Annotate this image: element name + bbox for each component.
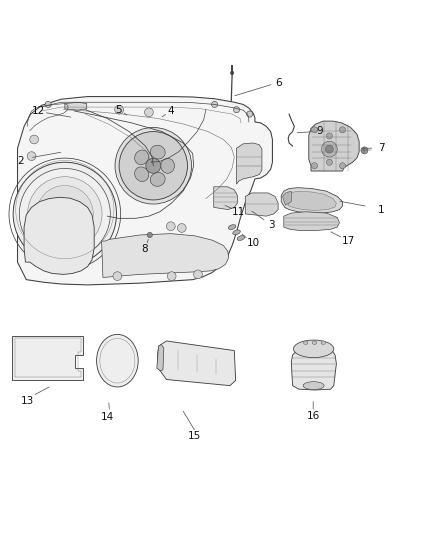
Polygon shape xyxy=(157,344,164,371)
Polygon shape xyxy=(309,121,359,171)
Circle shape xyxy=(19,168,110,260)
Circle shape xyxy=(119,132,187,200)
Circle shape xyxy=(113,272,122,280)
Text: 10: 10 xyxy=(247,238,260,248)
Circle shape xyxy=(326,133,332,139)
Polygon shape xyxy=(283,191,291,205)
Ellipse shape xyxy=(321,341,325,344)
Ellipse shape xyxy=(134,167,149,181)
Ellipse shape xyxy=(312,341,317,344)
Polygon shape xyxy=(214,187,237,209)
Text: 12: 12 xyxy=(32,106,45,116)
Text: 5: 5 xyxy=(115,104,122,115)
Ellipse shape xyxy=(233,230,240,235)
Circle shape xyxy=(146,158,161,173)
Polygon shape xyxy=(245,193,278,216)
Text: 16: 16 xyxy=(307,411,320,421)
Ellipse shape xyxy=(150,173,165,187)
Polygon shape xyxy=(18,96,272,285)
Polygon shape xyxy=(158,341,236,386)
Polygon shape xyxy=(281,188,343,213)
Circle shape xyxy=(326,159,332,165)
Circle shape xyxy=(230,71,234,75)
Text: 14: 14 xyxy=(101,411,114,422)
Text: 2: 2 xyxy=(18,156,25,166)
Text: 3: 3 xyxy=(268,220,275,230)
Text: 6: 6 xyxy=(275,77,282,87)
Circle shape xyxy=(145,108,153,117)
Ellipse shape xyxy=(150,145,165,159)
Circle shape xyxy=(311,127,318,133)
Ellipse shape xyxy=(303,382,324,390)
Circle shape xyxy=(194,270,202,279)
Polygon shape xyxy=(284,212,339,231)
Text: 13: 13 xyxy=(21,396,34,406)
Circle shape xyxy=(30,135,39,144)
Circle shape xyxy=(339,163,346,169)
Circle shape xyxy=(233,107,240,113)
Ellipse shape xyxy=(96,334,138,387)
Circle shape xyxy=(212,101,218,108)
Ellipse shape xyxy=(228,224,236,230)
Circle shape xyxy=(361,147,368,154)
Circle shape xyxy=(247,111,253,117)
Ellipse shape xyxy=(237,236,245,240)
Text: 8: 8 xyxy=(141,244,148,254)
Polygon shape xyxy=(102,233,229,278)
Text: 7: 7 xyxy=(378,143,385,154)
Circle shape xyxy=(177,223,186,232)
Polygon shape xyxy=(24,197,94,274)
Circle shape xyxy=(13,162,117,265)
Circle shape xyxy=(339,127,346,133)
Text: 9: 9 xyxy=(316,126,323,136)
Circle shape xyxy=(147,232,152,238)
Polygon shape xyxy=(12,336,83,379)
Circle shape xyxy=(166,222,175,231)
Polygon shape xyxy=(287,191,336,211)
Ellipse shape xyxy=(161,158,174,173)
Circle shape xyxy=(45,101,51,108)
Text: 4: 4 xyxy=(167,106,174,116)
Polygon shape xyxy=(237,143,262,184)
Ellipse shape xyxy=(134,150,149,165)
Text: 1: 1 xyxy=(378,205,385,215)
Circle shape xyxy=(36,185,93,243)
Circle shape xyxy=(115,106,124,114)
Text: 11: 11 xyxy=(232,207,245,217)
Circle shape xyxy=(27,152,36,160)
Text: 17: 17 xyxy=(342,236,355,246)
Circle shape xyxy=(321,141,337,157)
Ellipse shape xyxy=(304,341,308,344)
Polygon shape xyxy=(291,346,336,390)
Ellipse shape xyxy=(293,340,334,358)
Circle shape xyxy=(167,272,176,280)
Circle shape xyxy=(325,145,333,153)
Circle shape xyxy=(28,177,102,251)
Polygon shape xyxy=(65,102,87,110)
Circle shape xyxy=(311,163,318,169)
Circle shape xyxy=(115,127,191,204)
Text: 15: 15 xyxy=(188,431,201,441)
